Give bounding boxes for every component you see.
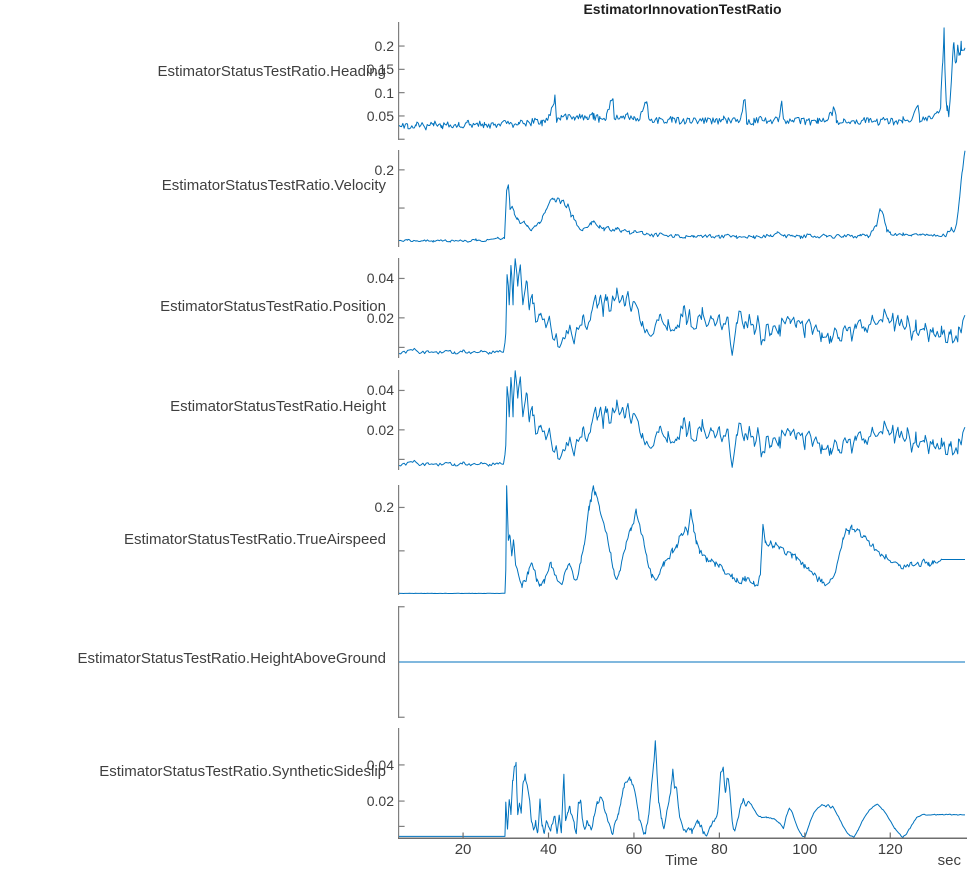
subplot-5 (398, 485, 965, 595)
signal-trace (398, 27, 966, 131)
subplot-1 (398, 22, 966, 140)
y-tick-label: 0.2 (374, 38, 394, 55)
x-axis (398, 832, 967, 840)
x-tick-label: 40 (540, 841, 557, 858)
subplot-label: EstimatorStatusTestRatio.SyntheticSidesl… (99, 763, 386, 780)
x-tick-label: 80 (711, 841, 728, 858)
y-tick-label: 0.2 (374, 161, 394, 178)
subplot-3 (398, 258, 966, 358)
subplot-6 (398, 606, 965, 718)
signal-trace (399, 740, 966, 838)
y-tick-label: 0.02 (366, 793, 394, 810)
subplot-label: EstimatorStatusTestRatio.Velocity (161, 177, 386, 194)
subplot-label: EstimatorStatusTestRatio.Heading (157, 63, 386, 80)
subplot-label: EstimatorStatusTestRatio.Position (160, 298, 386, 315)
signal-trace (398, 485, 965, 595)
subplot-label: EstimatorStatusTestRatio.Height (170, 398, 386, 415)
x-tick-label: 60 (625, 841, 643, 858)
subplot-4 (398, 370, 966, 470)
signal-trace (398, 258, 966, 356)
y-tick-label: 0.02 (366, 309, 394, 326)
x-axis-unit: sec (937, 852, 961, 869)
subplot-label: EstimatorStatusTestRatio.TrueAirspeed (123, 531, 386, 548)
subplot-2 (398, 150, 966, 247)
y-tick-label: 0.2 (374, 499, 394, 516)
y-tick-label: 0.04 (366, 756, 394, 773)
x-tick-label: 100 (792, 841, 818, 858)
x-axis-label: Time (665, 852, 698, 869)
y-tick-label: 0.05 (366, 107, 394, 124)
signal-trace (398, 370, 966, 468)
chart-title: EstimatorInnovationTestRatio (583, 1, 782, 17)
y-tick-label: 0.02 (366, 421, 394, 438)
y-tick-label: 0.15 (366, 61, 394, 78)
signal-trace (398, 150, 966, 243)
y-tick-label: 0.1 (374, 84, 394, 101)
subplot-label: EstimatorStatusTestRatio.HeightAboveGrou… (77, 650, 387, 667)
subplot-7 (398, 728, 966, 838)
y-tick-label: 0.04 (366, 270, 394, 287)
x-tick-label: 20 (454, 841, 472, 858)
y-tick-label: 0.04 (366, 382, 394, 399)
x-tick-label: 120 (877, 841, 903, 858)
